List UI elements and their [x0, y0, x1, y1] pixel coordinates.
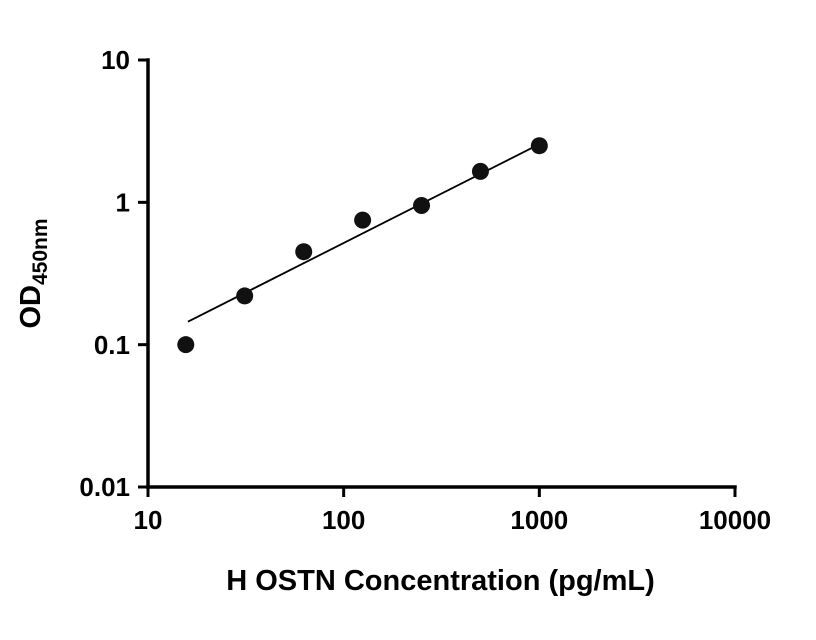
- y-tick-label: 0.01: [79, 472, 130, 502]
- y-axis-title: OD450nm: [15, 218, 52, 328]
- y-axis-title-main: OD: [15, 285, 47, 329]
- axes-group: [138, 58, 737, 497]
- tick-labels-group: 10 100 1000 10000 0.01 0.1 1 10: [79, 45, 771, 535]
- y-axis-title-sub: 450nm: [29, 218, 52, 285]
- data-point: [236, 287, 254, 305]
- x-axis-title: H OSTN Concentration (pg/mL): [226, 565, 655, 597]
- data-point: [530, 137, 548, 155]
- data-point: [471, 162, 489, 180]
- x-tick-label: 10000: [699, 505, 771, 535]
- x-tick-label: 1000: [510, 505, 568, 535]
- data-point: [354, 211, 372, 229]
- y-tick-label: 1: [116, 187, 130, 217]
- data-point: [413, 197, 431, 215]
- x-tick-label: 10: [134, 505, 163, 535]
- axis-titles-group: H OSTN Concentration (pg/mL) OD450nm: [15, 218, 655, 597]
- x-tick-label: 100: [322, 505, 365, 535]
- y-tick-label: 10: [101, 45, 130, 75]
- data-point: [177, 336, 195, 354]
- y-tick-label: 0.1: [94, 330, 130, 360]
- data-point: [295, 243, 313, 261]
- data-points-group: [177, 137, 548, 354]
